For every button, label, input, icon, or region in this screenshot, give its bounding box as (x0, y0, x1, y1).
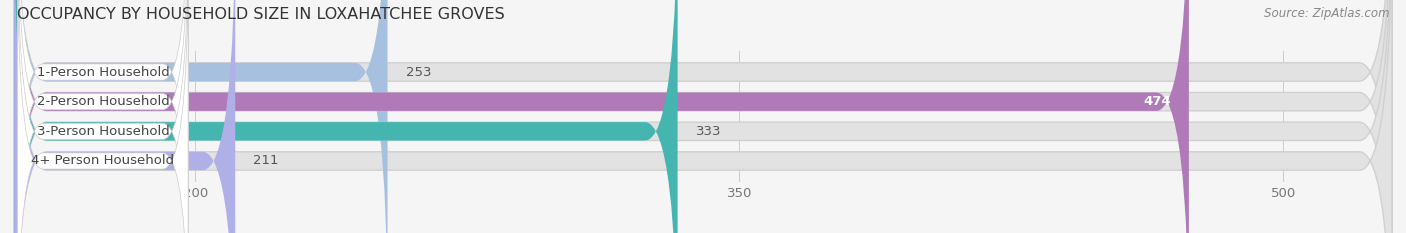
Text: 333: 333 (696, 125, 721, 138)
FancyBboxPatch shape (14, 0, 1189, 233)
FancyBboxPatch shape (18, 0, 188, 233)
Text: 474: 474 (1143, 95, 1171, 108)
FancyBboxPatch shape (18, 0, 188, 233)
FancyBboxPatch shape (14, 0, 1392, 233)
FancyBboxPatch shape (18, 0, 188, 233)
Text: 253: 253 (406, 65, 432, 79)
Text: Source: ZipAtlas.com: Source: ZipAtlas.com (1264, 7, 1389, 20)
Text: OCCUPANCY BY HOUSEHOLD SIZE IN LOXAHATCHEE GROVES: OCCUPANCY BY HOUSEHOLD SIZE IN LOXAHATCH… (17, 7, 505, 22)
Text: 1-Person Household: 1-Person Household (37, 65, 169, 79)
FancyBboxPatch shape (14, 0, 388, 233)
FancyBboxPatch shape (14, 0, 1392, 233)
FancyBboxPatch shape (14, 0, 678, 233)
Text: 4+ Person Household: 4+ Person Household (31, 154, 174, 168)
FancyBboxPatch shape (18, 0, 188, 233)
Text: 211: 211 (253, 154, 278, 168)
FancyBboxPatch shape (14, 0, 1392, 233)
FancyBboxPatch shape (14, 0, 235, 233)
Text: 2-Person Household: 2-Person Household (37, 95, 169, 108)
Text: 3-Person Household: 3-Person Household (37, 125, 169, 138)
FancyBboxPatch shape (14, 0, 1392, 233)
